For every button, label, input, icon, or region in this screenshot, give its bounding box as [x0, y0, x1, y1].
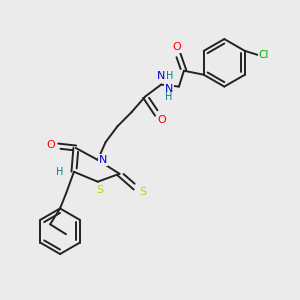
- Text: O: O: [172, 42, 181, 52]
- Text: N: N: [98, 155, 107, 165]
- Text: N: N: [165, 84, 173, 94]
- Text: O: O: [47, 140, 56, 150]
- Text: H: H: [165, 92, 173, 103]
- Text: H: H: [166, 71, 174, 81]
- Text: H: H: [56, 167, 64, 177]
- Text: O: O: [158, 115, 167, 125]
- Text: Cl: Cl: [259, 50, 269, 60]
- Text: S: S: [96, 184, 103, 195]
- Text: S: S: [140, 187, 147, 196]
- Text: N: N: [157, 71, 165, 81]
